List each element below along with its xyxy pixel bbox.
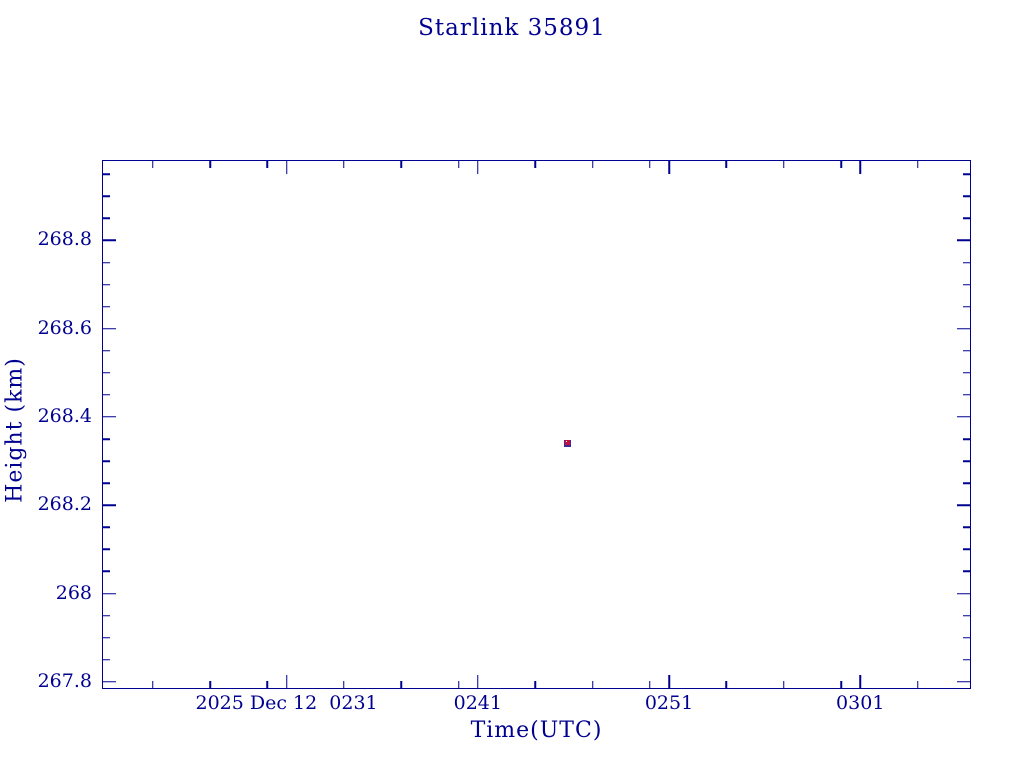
x-axis-title: Time(UTC) (470, 718, 603, 743)
y-major-tick (103, 239, 116, 242)
y-minor-tick (963, 394, 970, 396)
x-minor-tick (151, 161, 154, 168)
x-minor-tick (649, 681, 651, 688)
chart-title: Starlink 35891 (418, 15, 606, 41)
y-axis-title: Height (km) (2, 357, 28, 503)
x-minor-tick (534, 681, 536, 688)
x-minor-tick (916, 681, 919, 688)
x-minor-tick (457, 681, 460, 688)
y-major-tick (957, 416, 970, 418)
y-minor-tick (103, 217, 110, 220)
x-minor-tick (400, 161, 403, 168)
y-minor-tick (963, 659, 970, 661)
y-major-tick (957, 504, 970, 507)
plot-area: 2025 Dec 12 0231 0241 0251 0301 267.8 268 268.… (38, 160, 971, 713)
y-tick-label: 268.2 (37, 493, 92, 516)
x-minor-tick (209, 681, 211, 688)
y-major-tick (957, 327, 970, 330)
y-minor-tick (103, 570, 110, 573)
y-minor-tick (963, 438, 970, 440)
x-minor-tick (266, 161, 269, 168)
y-minor-tick (103, 482, 110, 484)
x-major-tick (477, 675, 479, 688)
y-minor-tick (963, 217, 970, 220)
x-minor-tick (151, 681, 154, 688)
x-minor-tick (534, 161, 536, 168)
y-minor-tick (103, 305, 110, 308)
y-major-tick (103, 681, 116, 683)
x-major-tick (859, 675, 861, 688)
y-minor-tick (963, 526, 970, 529)
x-tick-label: 2025 Dec 12 0231 (195, 692, 378, 714)
x-major-tick (859, 161, 861, 174)
y-tick-label: 268.8 (37, 228, 92, 251)
x-major-tick (477, 161, 479, 174)
y-major-tick (957, 681, 970, 683)
x-major-tick (285, 161, 288, 174)
y-minor-tick (103, 372, 110, 374)
y-minor-tick (963, 305, 970, 308)
y-minor-tick (103, 548, 110, 551)
y-tick-label: 268.6 (37, 316, 92, 339)
y-minor-tick (103, 350, 110, 352)
y-minor-tick (103, 261, 110, 264)
x-minor-tick (457, 161, 460, 168)
y-minor-tick (103, 659, 110, 661)
y-major-tick (103, 504, 116, 507)
x-minor-tick (916, 161, 919, 168)
marker-speck (565, 440, 568, 443)
x-minor-tick (649, 161, 651, 168)
x-tick-label: 0241 (453, 692, 502, 714)
y-minor-tick (963, 636, 970, 639)
y-minor-tick (963, 460, 970, 462)
y-minor-tick (103, 283, 110, 286)
y-minor-tick (103, 460, 110, 462)
x-minor-tick (343, 161, 345, 168)
y-minor-tick (963, 372, 970, 374)
x-minor-tick (840, 681, 842, 688)
x-minor-tick (266, 681, 269, 688)
marker-inner-square (565, 440, 571, 446)
y-major-tick (957, 592, 970, 595)
x-minor-tick (591, 161, 594, 168)
y-minor-tick (963, 173, 970, 175)
y-minor-tick (103, 173, 110, 175)
y-minor-tick (963, 350, 970, 352)
y-minor-tick (963, 261, 970, 264)
y-minor-tick (103, 394, 110, 396)
y-minor-tick (103, 636, 110, 639)
x-minor-tick (782, 161, 785, 168)
y-tick-label: 267.8 (37, 669, 92, 692)
x-minor-tick (725, 681, 728, 688)
y-minor-tick (963, 195, 970, 198)
y-major-tick (103, 416, 116, 418)
y-tick-label: 268 (55, 581, 92, 604)
y-major-tick (103, 327, 116, 330)
y-tick-label: 268.4 (37, 405, 92, 428)
y-minor-tick (103, 438, 110, 440)
y-minor-tick (103, 195, 110, 198)
x-major-tick (668, 675, 670, 688)
x-major-tick (285, 675, 288, 688)
y-major-tick (957, 239, 970, 242)
y-minor-tick (963, 283, 970, 286)
y-minor-tick (103, 614, 110, 617)
x-minor-tick (725, 161, 728, 168)
y-minor-tick (963, 570, 970, 573)
y-minor-tick (963, 482, 970, 484)
x-minor-tick (591, 681, 594, 688)
y-major-tick (103, 592, 116, 595)
x-minor-tick (209, 161, 211, 168)
y-minor-tick (963, 548, 970, 551)
y-minor-tick (103, 526, 110, 529)
x-minor-tick (782, 681, 785, 688)
x-minor-tick (343, 681, 345, 688)
x-minor-tick (840, 161, 842, 168)
x-major-tick (668, 161, 670, 174)
x-tick-label: 0251 (644, 692, 694, 714)
x-tick-label: 0301 (836, 692, 885, 714)
x-minor-tick (400, 681, 403, 688)
y-minor-tick (963, 614, 970, 617)
